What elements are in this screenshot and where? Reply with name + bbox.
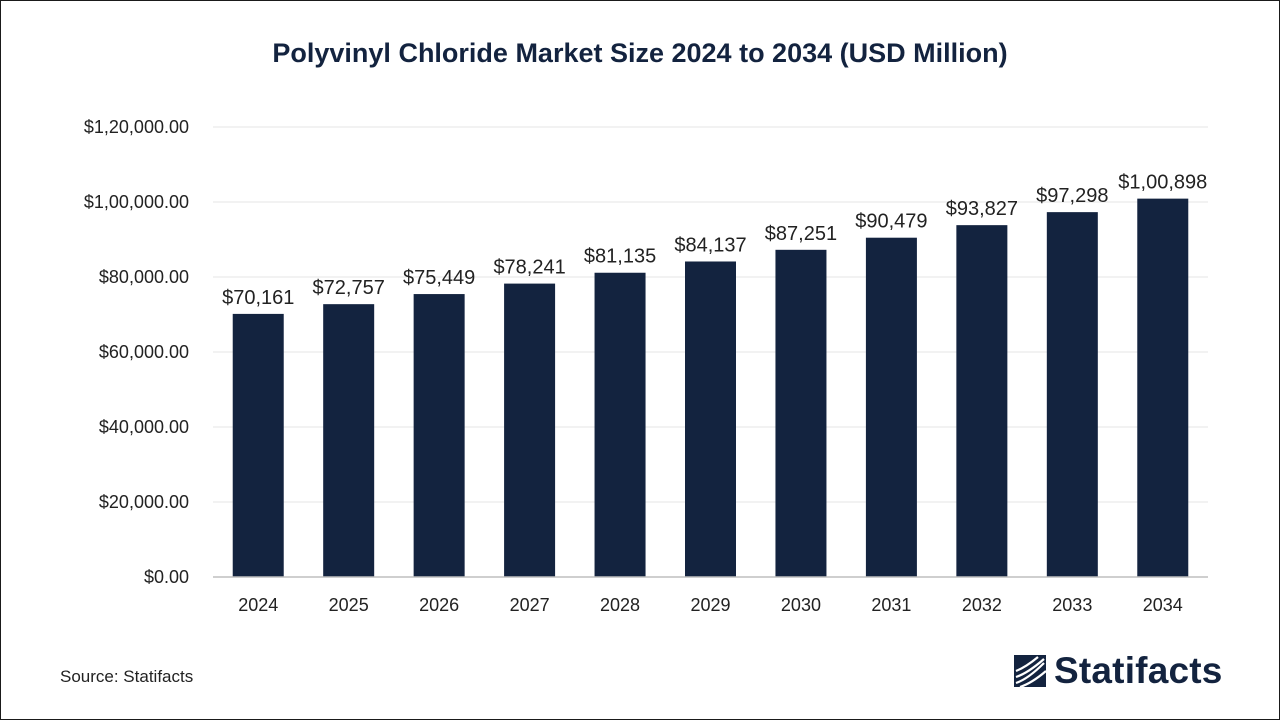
brand-logo: Statifacts [1012, 650, 1223, 692]
data-label: $75,449 [403, 267, 475, 289]
bar [956, 225, 1008, 577]
brand-name: Statifacts [1054, 650, 1223, 691]
x-tick-label: 2026 [419, 595, 459, 615]
data-label: $70,161 [222, 287, 294, 309]
x-tick-label: 2028 [600, 595, 640, 615]
y-tick-label: $80,000.00 [99, 267, 189, 287]
x-tick-label: 2033 [1052, 595, 1092, 615]
y-tick-label: $1,00,000.00 [84, 192, 189, 212]
x-tick-label: 2030 [781, 595, 821, 615]
x-tick-label: 2024 [238, 595, 278, 615]
data-label: $93,827 [946, 198, 1018, 220]
x-tick-label: 2032 [962, 595, 1002, 615]
y-tick-label: $1,20,000.00 [84, 117, 189, 137]
chart-title: Polyvinyl Chloride Market Size 2024 to 2… [272, 38, 1008, 68]
y-tick-label: $40,000.00 [99, 417, 189, 437]
x-tick-label: 2027 [510, 595, 550, 615]
x-tick-label: 2025 [329, 595, 369, 615]
data-label: $81,135 [584, 246, 656, 268]
x-tick-label: 2029 [690, 595, 730, 615]
data-label: $97,298 [1036, 185, 1108, 207]
bar [685, 261, 736, 577]
y-tick-label: $0.00 [144, 567, 189, 587]
bar [594, 272, 646, 577]
x-tick-label: 2034 [1143, 595, 1183, 615]
data-label: $1,00,898 [1118, 172, 1207, 194]
bar [232, 313, 284, 577]
bar [1137, 198, 1189, 577]
bar [504, 283, 556, 577]
bar [1046, 212, 1098, 577]
y-tick-label: $20,000.00 [99, 492, 189, 512]
bar [865, 237, 917, 578]
y-tick-label: $60,000.00 [99, 342, 189, 362]
data-label: $72,757 [313, 277, 385, 299]
data-label: $90,479 [855, 211, 927, 233]
bar [413, 294, 465, 577]
data-label: $84,137 [674, 234, 746, 256]
x-tick-label: 2031 [871, 595, 911, 615]
statifacts-logo-icon [1014, 655, 1047, 689]
bar [323, 304, 375, 577]
data-label: $87,251 [765, 223, 837, 245]
source-note: Source: Statifacts [60, 667, 194, 686]
bar [775, 249, 827, 577]
data-label: $78,241 [493, 257, 565, 279]
